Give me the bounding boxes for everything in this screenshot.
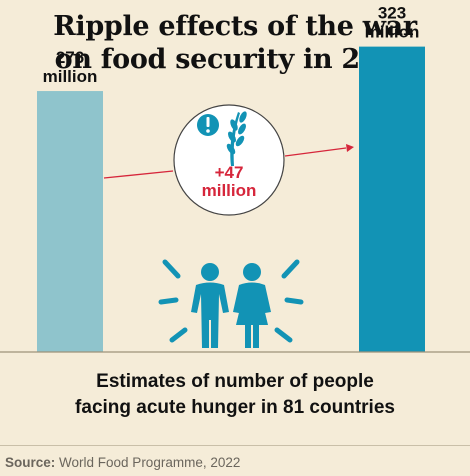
alert-icon <box>197 114 219 136</box>
source-label: Source: <box>5 455 56 470</box>
increase-value: +47 <box>215 163 244 182</box>
person-male <box>191 263 229 348</box>
bar-2022 <box>359 46 425 352</box>
chart-title: Ripple effects of the war on food securi… <box>0 10 470 76</box>
increase-arrow <box>103 144 354 179</box>
chart-title-line-1: Ripple effects of the war <box>53 11 417 42</box>
chart-caption-line-2: facing acute hunger in 81 countries <box>75 397 395 418</box>
source-text: World Food Programme, 2022 <box>59 455 241 470</box>
bar-2022-value-label: 323 <box>378 4 406 23</box>
increase-unit: million <box>202 181 257 200</box>
increase-annotation: +47 million <box>173 104 285 216</box>
people-icon <box>158 259 304 348</box>
source-footer: Source: World Food Programme, 2022 <box>0 445 470 476</box>
wheat-icon <box>226 111 247 166</box>
burst-lines <box>158 259 304 343</box>
bar-2021-value-label: 276 <box>56 48 84 67</box>
bar-chart: 276 million 323 million +47 million <box>0 4 470 353</box>
bar-2022-unit-label: million <box>365 23 420 42</box>
bar-2021-unit-label: million <box>43 67 98 86</box>
person-female <box>233 263 271 348</box>
chart-caption-line-1: Estimates of number of people <box>96 371 374 392</box>
source-note: Source: World Food Programme, 2022 <box>5 455 240 470</box>
chart-title-line-2: on food security in 2022 <box>54 44 416 75</box>
bar-2021 <box>37 91 103 353</box>
chart-caption: Estimates of number of people facing acu… <box>0 369 470 421</box>
